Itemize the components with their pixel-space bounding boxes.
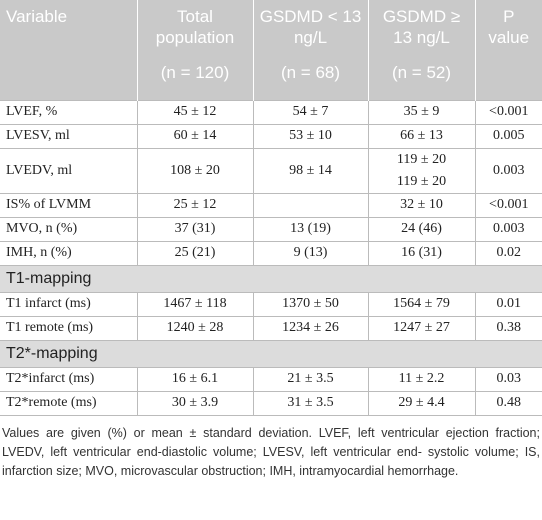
table-body: LVEF, % 45 ± 12 54 ± 7 35 ± 9 <0.001 LVESV, m… <box>0 99 542 416</box>
section-row: T2*-mapping <box>0 339 542 368</box>
section-title: T2*-mapping <box>0 339 542 368</box>
header-n: (n = 52) <box>391 63 452 82</box>
table-cell: <0.001 <box>474 99 542 125</box>
table-cell: 31 ± 3.5 <box>252 390 369 416</box>
header-cell: P value <box>474 0 542 100</box>
table-cell: 35 ± 9 <box>367 99 476 125</box>
table-cell <box>252 192 369 218</box>
table-row: T1 infarct (ms) 1467 ± 118 1370 ± 50 1564 ±… <box>0 291 542 317</box>
header-label: Variable <box>6 7 68 26</box>
table-cell: LVEDV, ml <box>0 147 138 194</box>
table-cell: 45 ± 12 <box>136 99 254 125</box>
table-cell: 21 ± 3.5 <box>252 366 369 392</box>
table-cell: 1467 ± 118 <box>136 291 254 317</box>
table-row: LVESV, ml 60 ± 14 53 ± 10 66 ± 13 0.005 <box>0 123 542 149</box>
table-cell: 66 ± 13 <box>367 123 476 149</box>
table-cell: 32 ± 10 <box>367 192 476 218</box>
table-cell: T2*infarct (ms) <box>0 366 138 392</box>
header-cell: GSDMD ≥ 13 ng/L (n = 52) <box>367 0 475 100</box>
header-n: (n = 120) <box>160 63 230 82</box>
table-cell: 0.005 <box>474 123 542 149</box>
table-row: IMH, n (%) 25 (21) 9 (13) 16 (31) 0.02 <box>0 240 542 266</box>
table-row: LVEDV, ml 108 ± 20 98 ± 14 119 ± 20 119 ± 20… <box>0 147 542 194</box>
table-cell: 1370 ± 50 <box>252 291 369 317</box>
table-cell: 0.003 <box>474 147 542 194</box>
table-cell: IMH, n (%) <box>0 240 138 266</box>
table-cell: 60 ± 14 <box>136 123 254 149</box>
data-table: Variable Total population (n = 120) GSDMD <… <box>0 0 542 416</box>
table-cell: 0.02 <box>474 240 542 266</box>
section-title: T1-mapping <box>0 264 542 293</box>
table-cell: 98 ± 14 <box>252 147 369 194</box>
header-label: Total population <box>155 7 235 47</box>
table-cell: IS% of LVMM <box>0 192 138 218</box>
table-cell: LVESV, ml <box>0 123 138 149</box>
table-cell: 53 ± 10 <box>252 123 369 149</box>
table-cell: T1 infarct (ms) <box>0 291 138 317</box>
table-cell: 0.03 <box>474 366 542 392</box>
table-cell: 9 (13) <box>252 240 369 266</box>
table-cell: 1234 ± 26 <box>252 315 369 341</box>
table-cell: LVEF, % <box>0 99 138 125</box>
table-cell: 1247 ± 27 <box>367 315 476 341</box>
table-cell: 29 ± 4.4 <box>367 390 476 416</box>
table-row: LVEF, % 45 ± 12 54 ± 7 35 ± 9 <0.001 <box>0 99 542 125</box>
table-cell: T2*remote (ms) <box>0 390 138 416</box>
table-cell: T1 remote (ms) <box>0 315 138 341</box>
table-cell: 0.38 <box>474 315 542 341</box>
header-label: P value <box>488 7 530 47</box>
table-cell: <0.001 <box>474 192 542 218</box>
table-cell: 16 ± 6.1 <box>136 366 254 392</box>
table-cell: 119 ± 20 119 ± 20 <box>367 147 476 194</box>
table-cell: 1240 ± 28 <box>136 315 254 341</box>
table-cell: 108 ± 20 <box>136 147 254 194</box>
table-row: T1 remote (ms) 1240 ± 28 1234 ± 26 1247 ± 2… <box>0 315 542 341</box>
table-row: MVO, n (%) 37 (31) 13 (19) 24 (46) 0.003 <box>0 216 542 242</box>
table-cell: 25 ± 12 <box>136 192 254 218</box>
header-n: (n = 68) <box>280 63 341 82</box>
table-cell: 0.48 <box>474 390 542 416</box>
section-row: T1-mapping <box>0 264 542 293</box>
header-cell: Variable <box>0 0 137 100</box>
table-cell: 37 (31) <box>136 216 254 242</box>
table-cell: 30 ± 3.9 <box>136 390 254 416</box>
table-row: T2*infarct (ms) 16 ± 6.1 21 ± 3.5 11 ± 2.2 0… <box>0 366 542 392</box>
table-cell: 24 (46) <box>367 216 476 242</box>
table-row: T2*remote (ms) 30 ± 3.9 31 ± 3.5 29 ± 4.4 0.… <box>0 390 542 416</box>
header-label: GSDMD < 13 ng/L <box>259 7 362 47</box>
table-cell: 25 (21) <box>136 240 254 266</box>
table-cell: 1564 ± 79 <box>367 291 476 317</box>
table-cell: 54 ± 7 <box>252 99 369 125</box>
header-cell: GSDMD < 13 ng/L (n = 68) <box>252 0 368 100</box>
table-cell: 0.01 <box>474 291 542 317</box>
table-cell: MVO, n (%) <box>0 216 138 242</box>
cell-line: 119 ± 20 <box>396 173 447 189</box>
table-cell: 0.003 <box>474 216 542 242</box>
table-row: IS% of LVMM 25 ± 12 32 ± 10 <0.001 <box>0 192 542 218</box>
header-cell: Total population (n = 120) <box>136 0 253 100</box>
table-cell: 11 ± 2.2 <box>367 366 476 392</box>
header-label: GSDMD ≥ 13 ng/L <box>382 7 461 47</box>
header-row: Variable Total population (n = 120) GSDMD <… <box>0 0 542 100</box>
cell-line: 119 ± 20 <box>396 151 447 167</box>
table-cell: 16 (31) <box>367 240 476 266</box>
table-cell: 13 (19) <box>252 216 369 242</box>
footnote: Values are given (%) or mean ± standard … <box>2 425 540 478</box>
